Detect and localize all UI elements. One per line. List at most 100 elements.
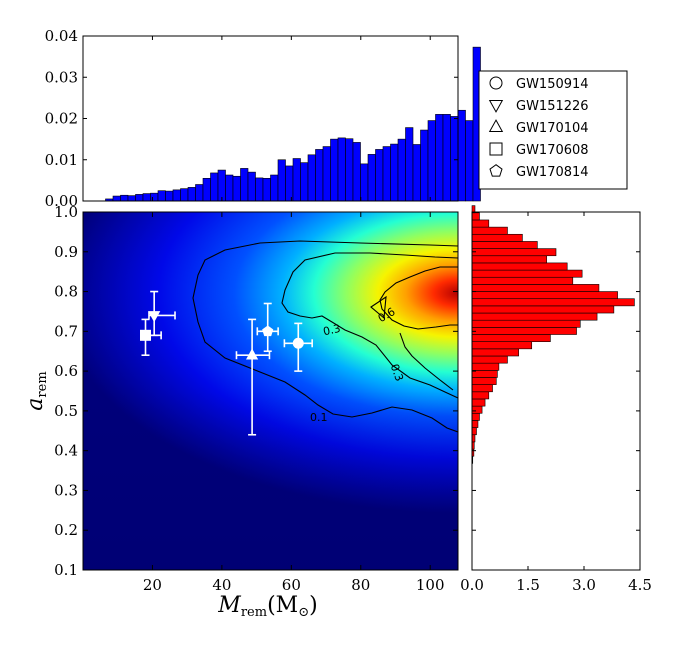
top-bar xyxy=(195,184,204,202)
right-bar xyxy=(471,341,533,350)
event-GW170814 xyxy=(256,302,279,353)
right-bar xyxy=(471,334,551,342)
top-bar xyxy=(285,165,294,202)
top-bar xyxy=(345,138,354,202)
main-y-tick-label: 0.3 xyxy=(54,481,78,499)
right-x-tick-label: 3.0 xyxy=(572,576,596,594)
top-bar xyxy=(390,143,399,202)
top-bar xyxy=(457,109,466,202)
right-bar xyxy=(471,312,598,321)
legend-marker-triangle-up xyxy=(488,119,504,132)
right-bar xyxy=(471,248,557,257)
top-bar xyxy=(217,169,226,202)
right-x-tick-label: 4.5 xyxy=(628,576,652,594)
top-bar xyxy=(360,163,369,202)
top-bar xyxy=(232,175,241,202)
top-bar xyxy=(292,158,301,202)
top-bar xyxy=(397,138,406,202)
legend-marker-triangle-down xyxy=(488,100,504,113)
right-bar xyxy=(471,377,497,385)
legend-entry: GW170608 xyxy=(489,142,589,158)
event-GW170608 xyxy=(140,318,162,357)
legend-label: GW150914 xyxy=(516,77,589,92)
contour-0.1 xyxy=(192,240,458,433)
top-bar xyxy=(225,174,234,202)
main-x-tick-label: 20 xyxy=(143,576,162,594)
right-bar xyxy=(471,269,583,278)
top-bar xyxy=(135,194,144,202)
main-x-tick-label: 60 xyxy=(282,576,301,594)
right-bar xyxy=(471,305,615,314)
contour-0.3-c xyxy=(399,332,454,391)
right-bar xyxy=(471,276,574,285)
top-bar xyxy=(240,168,249,202)
legend-marker-pentagon xyxy=(489,164,503,177)
right-histogram-ticks: 0.0 1.5 3.0 4.5 xyxy=(460,211,652,594)
main-x-tick-label: 100 xyxy=(416,576,445,594)
right-bar xyxy=(471,205,476,214)
top-bar xyxy=(322,146,331,202)
y-axis-label: arem xyxy=(23,371,50,410)
right-bar xyxy=(471,384,493,393)
event-GW170104 xyxy=(235,318,271,436)
main-x-tick-label: 80 xyxy=(351,576,370,594)
main-frame xyxy=(82,211,459,571)
right-bar xyxy=(471,362,500,371)
legend-label: GW170608 xyxy=(516,143,589,158)
main-y-tick-label: 0.1 xyxy=(54,561,78,579)
top-bar xyxy=(142,193,151,202)
main-x-tick-label: 40 xyxy=(212,576,231,594)
right-bar xyxy=(471,391,490,400)
legend-label: GW170104 xyxy=(516,121,589,136)
top-y-tick-label: 0.04 xyxy=(45,27,78,45)
right-histogram-frame xyxy=(471,211,641,571)
event-GW150914 xyxy=(283,322,313,372)
top-bar xyxy=(112,195,121,202)
contour-label-0.3: 0.3 xyxy=(322,322,342,338)
right-bar xyxy=(471,212,480,221)
right-bar xyxy=(471,348,519,357)
top-bar xyxy=(202,178,211,202)
main-y-tick-label: 0.4 xyxy=(54,442,78,460)
top-bar xyxy=(210,172,219,202)
top-histogram-y-ticks: 0.00 0.01 0.02 0.03 0.04 xyxy=(45,27,458,210)
top-y-tick-label: 0.02 xyxy=(45,110,78,128)
right-bar xyxy=(471,241,538,249)
top-bar xyxy=(442,114,451,202)
top-y-tick-label: 0.03 xyxy=(45,68,78,86)
main-y-tick-label: 1.0 xyxy=(54,203,78,221)
event-marker-triangle-down xyxy=(148,311,161,323)
legend: GW150914 GW151226 GW170104 GW170608 GW170814 xyxy=(478,70,628,190)
right-bar xyxy=(471,327,577,335)
top-bar xyxy=(352,142,361,202)
right-bar xyxy=(471,291,618,300)
top-bar xyxy=(255,177,264,202)
top-histogram: 0.00 0.01 0.02 0.03 0.04 xyxy=(45,27,481,210)
top-bar xyxy=(262,178,271,202)
main-y-tick-label: 0.2 xyxy=(54,521,78,539)
contour-0.6 xyxy=(379,266,458,330)
top-bar xyxy=(435,114,444,202)
top-bar xyxy=(367,154,376,202)
legend-marker-square xyxy=(489,142,503,156)
top-bar xyxy=(120,194,129,202)
contours xyxy=(192,240,458,433)
top-bar xyxy=(172,189,181,202)
top-bar xyxy=(382,146,391,202)
legend-entry: GW170104 xyxy=(488,119,589,136)
main-ticks: 20 40 60 80 100 0.1 0.2 0.3 0.4 0.5 0.6 0.7 0.8 0.9 1.… xyxy=(54,203,458,594)
top-bar xyxy=(450,116,459,202)
right-x-tick-label: 0.0 xyxy=(460,576,484,594)
legend-box xyxy=(478,70,628,190)
right-bar xyxy=(471,427,477,436)
right-x-tick-label: 1.5 xyxy=(516,576,540,594)
top-bar xyxy=(375,149,384,202)
main-y-tick-label: 0.9 xyxy=(54,243,78,261)
legend-label: GW170814 xyxy=(516,165,589,180)
top-bar xyxy=(165,190,174,202)
right-bar xyxy=(471,319,581,328)
top-bar xyxy=(157,190,166,202)
top-bar xyxy=(465,120,474,202)
event-marker-triangle-up xyxy=(245,348,259,360)
